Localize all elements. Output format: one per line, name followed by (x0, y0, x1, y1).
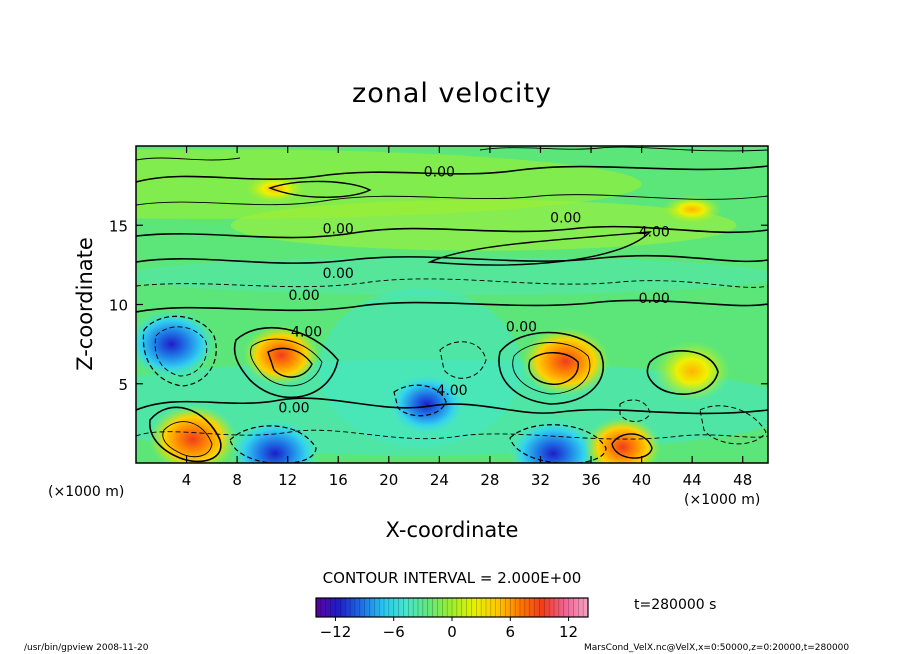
field-band (136, 256, 768, 295)
x-tick-label: 20 (379, 471, 398, 489)
field-maximum (662, 195, 723, 224)
x-tick-label: 8 (232, 471, 242, 489)
contour-line (646, 350, 719, 395)
contour-line (136, 397, 768, 415)
footer-left: /usr/bin/gpview 2008-11-20 (24, 643, 149, 653)
colorbar-tick-label: 0 (447, 623, 457, 641)
y-tick-label: 15 (109, 217, 128, 235)
contour-label: 0.00 (323, 221, 354, 237)
field-minimum (509, 419, 598, 463)
x-tick-label: 48 (733, 471, 752, 489)
contour-label: 0.00 (323, 266, 354, 282)
contour-line (136, 194, 768, 206)
contour-label: 0.00 (278, 401, 309, 417)
x-unit-left: (×1000 m) (48, 484, 124, 500)
contour-line (136, 429, 768, 440)
contour-line (136, 165, 768, 183)
x-tick-label: 12 (278, 471, 297, 489)
x-tick-label: 24 (430, 471, 449, 489)
contour-line (479, 146, 768, 152)
field-minimum (231, 419, 320, 463)
contour-line (393, 384, 447, 417)
contour-line (142, 315, 217, 387)
field-maximum (654, 341, 731, 402)
contour-label: 4.00 (436, 383, 467, 399)
colorbar-steps (320, 598, 584, 617)
contour-line (611, 433, 653, 459)
contour-label: 0.00 (639, 291, 670, 307)
footer-right: MarsCond_VelX.nc@VelX,x=0:50000,z=0:2000… (584, 643, 849, 653)
field-minimum (388, 374, 465, 435)
x-axis: 4 8 12 16 20 24 28 32 36 40 44 48 (182, 146, 752, 489)
contour-line (136, 157, 241, 161)
y-axis-label: Z-coordinate (73, 237, 97, 371)
x-axis-label: X-coordinate (386, 518, 519, 542)
x-tick-label: 32 (531, 471, 550, 489)
contour-label: 4.00 (291, 324, 322, 340)
contour-label: 0.00 (506, 320, 537, 336)
contour-line (136, 299, 768, 313)
contour-line (439, 341, 487, 379)
field-maximum (148, 405, 237, 463)
y-axis: 5 10 15 (109, 217, 768, 394)
color-field (136, 149, 768, 463)
contour-line (229, 425, 317, 463)
colorbar: −12 −6 0 6 12 (315, 597, 589, 641)
contour-line (154, 326, 208, 377)
x-tick-label: 40 (632, 471, 651, 489)
contour-line (267, 347, 313, 378)
contour-line (528, 352, 579, 385)
contour-line (509, 424, 607, 463)
contour-line (233, 327, 339, 399)
time-label: t=280000 s (634, 597, 716, 613)
field-minimum (136, 310, 216, 379)
colorbar-tick-label: −6 (383, 623, 405, 641)
y-tick-label: 10 (109, 297, 128, 315)
contour-line (149, 406, 222, 463)
contour-lines (136, 146, 768, 463)
contour-label: 0.00 (424, 164, 455, 180)
contour-line (699, 405, 767, 445)
contour-line (250, 338, 323, 387)
x-tick-label: 36 (581, 471, 600, 489)
chart-title: zonal velocity (352, 78, 552, 109)
contour-label: 0.00 (550, 210, 581, 226)
contour-line (427, 231, 652, 266)
y-tick-label: 5 (118, 376, 128, 394)
contour-line (136, 254, 768, 264)
x-tick-label: 16 (329, 471, 348, 489)
colorbar-tick-label: 12 (559, 623, 578, 641)
plot-area: 0.000.000.00 4.000.000.00 0.004.00 0.004.00… (135, 145, 769, 464)
x-tick-label: 4 (182, 471, 192, 489)
contour-labels: 0.000.000.00 4.000.000.00 0.004.00 0.004.00… (278, 164, 669, 416)
contour-interval-label: CONTOUR INTERVAL = 2.000E+00 (323, 569, 582, 587)
field-maximum (243, 325, 320, 386)
contour-line (136, 278, 768, 288)
x-unit-right: (×1000 m) (684, 492, 760, 508)
field-band (230, 199, 737, 251)
colorbar-tick-label: −12 (320, 623, 352, 641)
colorbar-ticks: −12 −6 0 6 12 (320, 617, 578, 641)
x-tick-label: 28 (480, 471, 499, 489)
contour-line (498, 331, 605, 405)
contour-line (619, 399, 651, 422)
contour-line (512, 342, 591, 395)
contour-label: 0.00 (289, 288, 320, 304)
field-maximum (521, 327, 610, 396)
contour-line (162, 421, 213, 458)
colorbar-tick-label: 6 (506, 623, 516, 641)
field-maximum (245, 174, 306, 203)
field-maximum (584, 417, 661, 463)
contour-line (267, 180, 372, 198)
contour-line (136, 225, 768, 239)
x-tick-label: 44 (683, 471, 702, 489)
contour-label: 4.00 (639, 225, 670, 241)
